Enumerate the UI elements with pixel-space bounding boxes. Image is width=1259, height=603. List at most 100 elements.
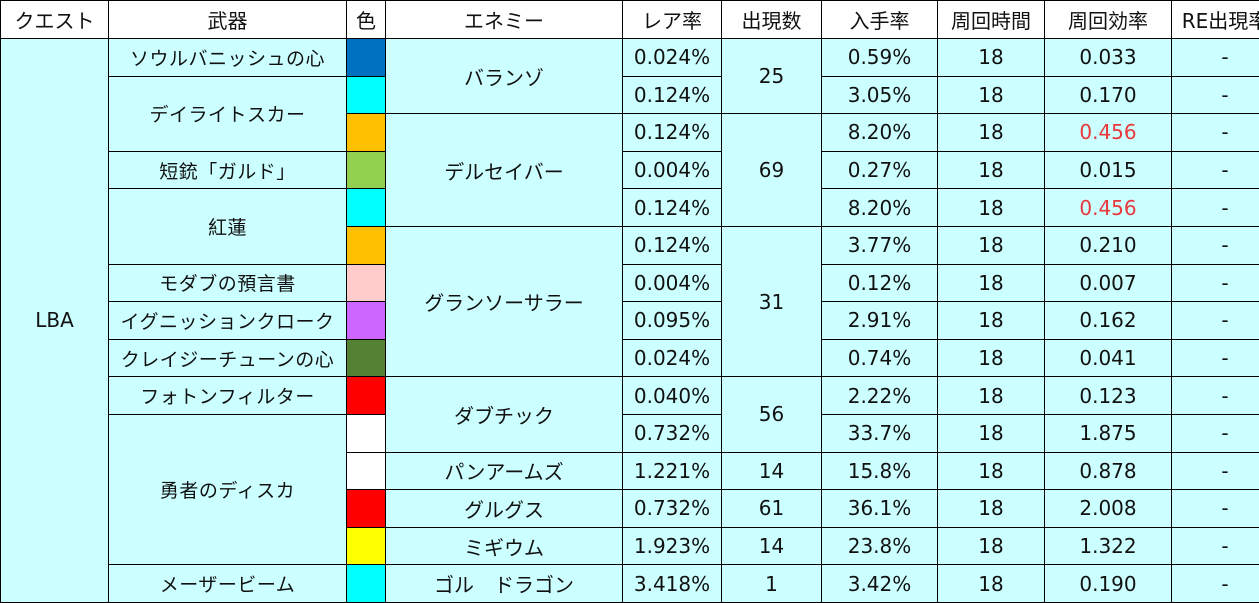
efficiency-cell: 0.041 (1044, 338, 1172, 378)
color-swatch (346, 150, 386, 190)
run-time-cell: 18 (937, 301, 1045, 340)
re-rate-cell: - (1171, 75, 1259, 115)
color-swatch (346, 376, 386, 415)
obtain-rate-cell: 0.74% (821, 338, 938, 378)
table-row: イグニッションクローク 0.095% 2.91% 18 0.162 - (1, 301, 1259, 340)
header-row: クエスト 武器 色 エネミー レア率 出現数 入手率 周回時間 周回効率 RE出… (0, 0, 1259, 39)
weapon-cell: デイライトスカー (108, 75, 347, 152)
re-rate-cell: - (1171, 413, 1259, 453)
color-swatch (346, 413, 386, 453)
rare-rate-cell: 0.024% (622, 338, 722, 378)
table-row: ミギウム 1.923% 14 23.8% 18 1.322 - (1, 526, 1259, 566)
obtain-rate-cell: 2.22% (821, 376, 938, 415)
table-row: LBA ソウルバニッシュの心 バランゾ 0.024% 25 0.59% 18 0… (0, 37, 1259, 603)
color-swatch (346, 564, 386, 603)
re-rate-cell: - (1171, 526, 1259, 566)
re-rate-cell: - (1171, 225, 1259, 265)
run-time-cell: 18 (937, 225, 1045, 265)
re-rate-cell: - (1171, 564, 1259, 603)
table-row: デイライトスカー 0.124% 3.05% 18 0.170 - (1, 75, 1259, 152)
enemy-cell: デルセイバー (385, 113, 623, 227)
weapon-cell: 紅蓮 (108, 188, 347, 265)
enemy-cell: パンアームズ (385, 451, 623, 491)
color-swatch (346, 301, 386, 340)
weapon-cell: ソウルバニッシュの心 (108, 38, 347, 77)
re-rate-cell: - (1171, 188, 1259, 227)
re-rate-cell: - (1171, 376, 1259, 415)
rare-rate-cell: 0.732% (622, 489, 722, 528)
obtain-rate-cell: 0.59% (821, 38, 938, 77)
weapon-cell: イグニッションクローク (108, 301, 347, 340)
run-time-cell: 18 (937, 526, 1045, 566)
rare-rate-cell: 1.923% (622, 526, 722, 566)
color-swatch (346, 526, 386, 566)
rare-rate-cell: 0.004% (622, 150, 722, 190)
appear-count-cell: 31 (721, 225, 822, 378)
color-swatch (346, 188, 386, 227)
efficiency-cell: 2.008 (1044, 489, 1172, 528)
run-time-cell: 18 (937, 489, 1045, 528)
enemy-cell: ミギウム (385, 526, 623, 566)
obtain-rate-cell: 3.05% (821, 75, 938, 115)
header-quest: クエスト (0, 0, 109, 39)
efficiency-cell: 0.170 (1044, 75, 1172, 115)
rare-rate-cell: 3.418% (622, 564, 722, 603)
table-row: デルセイバー 0.124% 69 8.20% 18 0.456 - (1, 113, 1259, 227)
enemy-cell: バランゾ (385, 37, 623, 115)
appear-count-cell: 1 (721, 564, 822, 603)
quest-cell: LBA (0, 38, 109, 603)
re-rate-cell: - (1171, 338, 1259, 378)
run-time-cell: 18 (937, 38, 1045, 77)
obtain-rate-cell: 23.8% (821, 526, 938, 566)
re-rate-cell: - (1171, 451, 1259, 491)
rare-rate-cell: 0.124% (622, 188, 722, 227)
re-rate-cell: - (1171, 113, 1259, 152)
appear-count-cell: 14 (721, 526, 822, 566)
header-weapon: 武器 (108, 0, 347, 39)
rare-rate-cell: 0.095% (622, 301, 722, 340)
rare-rate-cell: 1.221% (622, 451, 722, 491)
obtain-rate-cell: 3.42% (821, 564, 938, 603)
weapon-cell: クレイジーチューンの心 (108, 338, 347, 378)
run-time-cell: 18 (937, 451, 1045, 491)
obtain-rate-cell: 0.27% (821, 150, 938, 190)
weapon-cell: 短銃「ガルド」 (108, 150, 347, 190)
run-time-cell: 18 (937, 188, 1045, 227)
header-color: 色 (346, 0, 386, 39)
header-enemy: エネミー (385, 0, 623, 39)
header-appear-count: 出現数 (721, 0, 822, 39)
run-time-cell: 18 (937, 376, 1045, 415)
obtain-rate-cell: 8.20% (821, 113, 938, 152)
run-time-cell: 18 (937, 75, 1045, 115)
run-time-cell: 18 (937, 413, 1045, 453)
color-swatch (346, 489, 386, 528)
color-swatch (346, 263, 386, 303)
obtain-rate-cell: 36.1% (821, 489, 938, 528)
efficiency-cell: 0.190 (1044, 564, 1172, 603)
run-time-cell: 18 (937, 150, 1045, 190)
rare-rate-cell: 0.124% (622, 225, 722, 265)
obtain-rate-cell: 2.91% (821, 301, 938, 340)
obtain-rate-cell: 8.20% (821, 188, 938, 227)
rare-rate-cell: 0.124% (622, 113, 722, 152)
header-run-efficiency: 周回効率 (1044, 0, 1172, 39)
table-row: 勇者のディスカ 0.732% 33.7% 18 1.875 - (1, 413, 1259, 566)
table-row: メーザービーム ゴル ドラゴン 3.418% 1 3.42% 18 0.190 … (1, 564, 1259, 603)
rare-rate-cell: 0.124% (622, 75, 722, 115)
obtain-rate-cell: 33.7% (821, 413, 938, 453)
color-swatch (346, 38, 386, 77)
table-row: グルグス 0.732% 61 36.1% 18 2.008 - (1, 489, 1259, 528)
weapon-cell: フォトンフィルター (108, 376, 347, 415)
weapon-cell: モダブの預言書 (108, 263, 347, 303)
rare-rate-cell: 0.024% (622, 38, 722, 77)
rare-rate-cell: 0.732% (622, 413, 722, 453)
rare-rate-cell: 0.040% (622, 376, 722, 415)
efficiency-cell: 0.033 (1044, 38, 1172, 77)
re-rate-cell: - (1171, 263, 1259, 303)
enemy-cell: グランソーサラー (385, 225, 623, 378)
efficiency-cell-highlight: 0.456 (1044, 188, 1172, 227)
table-row: 紅蓮 0.124% 8.20% 18 0.456 - (1, 188, 1259, 265)
rare-rate-cell: 0.004% (622, 263, 722, 303)
run-time-cell: 18 (937, 338, 1045, 378)
